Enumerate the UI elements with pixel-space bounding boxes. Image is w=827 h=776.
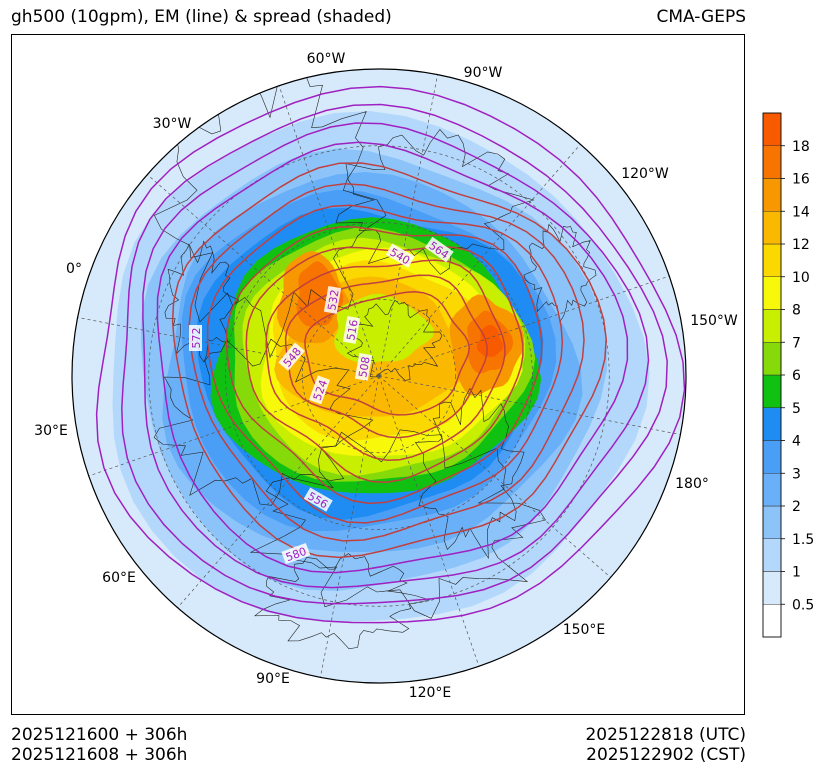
colorbar-box-4: [762, 473, 782, 507]
mean-contour-7: [225, 226, 543, 505]
svg-text:532: 532: [325, 289, 341, 312]
colorbar-label-6: 6: [792, 368, 801, 384]
spread-maximum-4: [476, 324, 504, 357]
map-frame: [11, 34, 745, 715]
coastline-3: [153, 338, 374, 506]
mean-contour-5: [188, 182, 585, 542]
colorbar-box-13: [762, 178, 782, 212]
longitude-label-0: 60°W: [307, 51, 346, 67]
longitude-label-7: 180°: [675, 476, 709, 492]
mean-contour-0: [95, 85, 686, 624]
mean-contour-3: [156, 141, 629, 574]
map-boundary: [71, 68, 687, 684]
colorbar-box-3: [762, 505, 782, 539]
colorbar-box-2: [762, 538, 782, 572]
svg-text:508: 508: [356, 356, 372, 379]
colorbar-label-3: 3: [792, 466, 801, 482]
colorbar-box-12: [762, 211, 782, 245]
latitude-circle-0: [301, 298, 457, 454]
longitude-label-6: 30°E: [34, 423, 68, 439]
colorbar-label-2: 2: [792, 499, 801, 515]
coastline-4: [250, 429, 546, 619]
colorbar-box-8: [762, 342, 782, 376]
mean-contour-1: [121, 103, 668, 605]
colorbar-box-6: [762, 407, 782, 441]
mean-contours: [95, 85, 686, 624]
valid-time-utc: 2025122818 (UTC): [585, 725, 746, 745]
longitude-label-11: 120°E: [409, 685, 452, 701]
contour-label-532: 532: [323, 285, 342, 314]
coastline-8: [523, 223, 597, 323]
mean-contour-4: [171, 162, 607, 559]
mean-contour-9: [265, 259, 506, 461]
contour-label-508: 508: [354, 352, 373, 381]
mean-contour-8: [245, 246, 524, 484]
colorbar-label-12: 12: [792, 237, 810, 253]
longitude-labels: 60°W 90°W 30°W 120°W 0° 150°W 30°E 180° 60°E 150°…: [34, 51, 738, 701]
colorbar-label-1: 1: [792, 565, 801, 581]
colorbar-label-4: 4: [792, 434, 801, 450]
colorbar-box-5: [762, 440, 782, 474]
longitude-label-1: 90°W: [464, 65, 503, 81]
longitude-label-9: 150°E: [563, 622, 606, 638]
spread-shading: [72, 69, 686, 683]
colorbar-label-5: 5: [792, 401, 801, 417]
coastline-0: [153, 69, 387, 359]
colorbar-label-16: 16: [792, 172, 810, 188]
latitude-circle-1: [225, 222, 533, 530]
mean-contour-2: [142, 122, 650, 589]
colorbar-label-1.5: 1.5: [792, 532, 814, 548]
latitude-circle-2: [148, 145, 610, 607]
coastline-2: [346, 299, 443, 381]
contour-label-572: 572: [189, 325, 203, 351]
colorbar-label-10: 10: [792, 270, 810, 286]
colorbar-label-14: 14: [792, 204, 810, 220]
valid-time-cst: 2025122902 (CST): [586, 745, 746, 765]
colorbar-box-11: [762, 243, 782, 277]
init-time-cst: 2025121608 + 306h: [11, 745, 188, 765]
colorbar-label-0.5: 0.5: [792, 597, 814, 613]
svg-text:516: 516: [344, 319, 360, 342]
colorbar: 0.5 1 1.5 2 3 4 5 6 7 8 10 12 14 16 18: [762, 112, 814, 638]
coastline-6: [164, 240, 240, 363]
longitude-label-4: 0°: [66, 261, 82, 277]
colorbar-box-14: [762, 145, 782, 179]
colorbar-label-18: 18: [792, 139, 810, 155]
spread-maximum-5: [334, 293, 435, 363]
contour-label-516: 516: [342, 315, 361, 344]
colorbar-label-8: 8: [792, 303, 801, 319]
colorbar-box-10: [762, 276, 782, 310]
longitude-label-10: 90°E: [256, 671, 290, 687]
longitude-label-5: 150°W: [690, 313, 738, 329]
mean-contour-6: [206, 204, 564, 524]
colorbar-box-7: [762, 374, 782, 408]
svg-text:572: 572: [190, 328, 203, 349]
map-title: gh500 (10gpm), EM (line) & spread (shade…: [11, 7, 392, 27]
colorbar-label-7: 7: [792, 335, 801, 351]
coastline-7: [254, 553, 430, 650]
colorbar-box-0: [762, 604, 782, 638]
coastline-1: [335, 129, 535, 275]
coastlines: [153, 69, 597, 650]
longitude-label-8: 60°E: [102, 570, 136, 586]
colorbar-box-1: [762, 571, 782, 605]
mean-contour-11: [304, 291, 470, 416]
longitude-label-3: 120°W: [621, 166, 669, 182]
graticule: [77, 74, 681, 678]
colorbar-box-15: [762, 112, 782, 146]
colorbar-box-9: [762, 309, 782, 343]
init-time-utc: 2025121600 + 306h: [11, 725, 188, 745]
model-name: CMA-GEPS: [656, 7, 746, 27]
longitude-label-2: 30°W: [153, 116, 192, 132]
